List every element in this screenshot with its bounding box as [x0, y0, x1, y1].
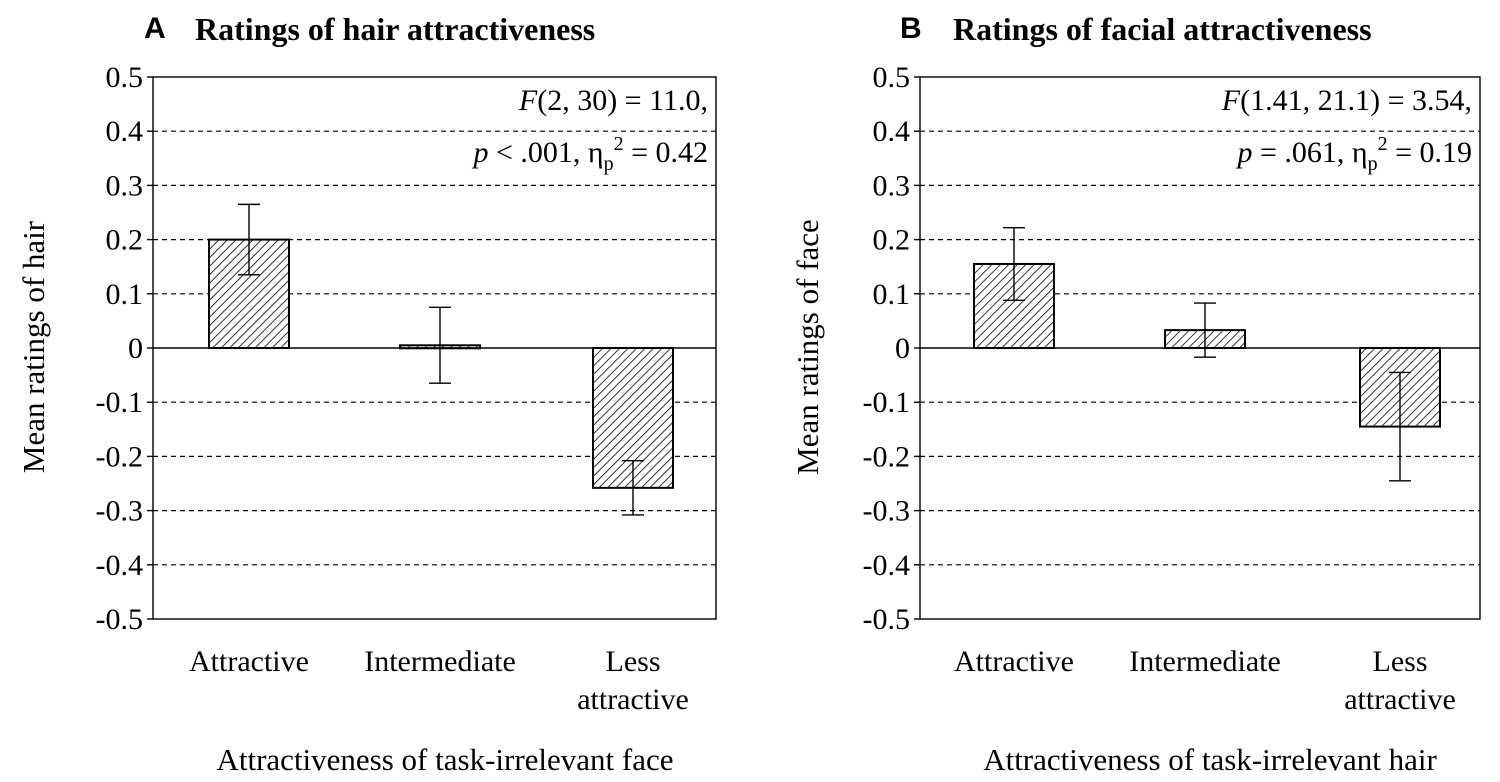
stat-annotation-line1: F(1.41, 21.1) = 3.54, — [1221, 84, 1472, 117]
panel-b: B Ratings of facial attractiveness Mean … — [790, 11, 1481, 777]
stat-p-symbol: p — [1235, 136, 1252, 169]
x-category-label: Intermediate — [1129, 645, 1281, 678]
y-tick-label: -0.4 — [96, 549, 144, 582]
plot-area: 0.5 0.4 0.3 0.2 0.1 0 -0.1 -0.2 -0.3 -0.4 -0.5 Attr… — [863, 61, 1481, 716]
panel-label: B — [900, 12, 922, 45]
stat-eta-value: = 0.19 — [1388, 136, 1472, 169]
chart-title: Ratings of hair attractiveness — [195, 11, 595, 47]
x-category-label: Less — [606, 645, 661, 678]
y-tick-label: 0.3 — [873, 169, 911, 202]
y-tick-label: -0.5 — [863, 603, 911, 636]
x-axis-title: Attractiveness of task-irrelevant hair — [983, 742, 1437, 777]
x-category-label: Less — [1373, 645, 1428, 678]
y-tick-label: 0.5 — [873, 61, 911, 94]
y-axis-title: Mean ratings of face — [790, 219, 825, 475]
y-tick-label: -0.4 — [863, 549, 911, 582]
stat-eta-subscript: p — [1368, 153, 1378, 175]
x-category-label: Intermediate — [364, 645, 516, 678]
y-tick-label: -0.2 — [96, 440, 144, 473]
y-tick-label: -0.1 — [96, 386, 144, 419]
x-category-label: Attractive — [954, 645, 1074, 678]
stat-eta-subscript: p — [604, 153, 614, 175]
stat-f-symbol: F — [518, 84, 538, 117]
stat-eta-superscript: 2 — [614, 133, 624, 155]
chart-title: Ratings of facial attractiveness — [953, 11, 1372, 47]
y-tick-label: -0.3 — [96, 495, 144, 528]
stat-p-value: < .001, η — [488, 136, 603, 169]
y-tick-label: -0.3 — [863, 495, 911, 528]
x-category-label: attractive — [1344, 683, 1456, 716]
y-tick-label: -0.2 — [863, 440, 911, 473]
y-tick-label: 0.3 — [106, 169, 144, 202]
stat-p-value: = .061, η — [1252, 136, 1367, 169]
y-tick-label: -0.5 — [96, 603, 144, 636]
stat-f-value: (1.41, 21.1) = 3.54, — [1240, 84, 1472, 117]
y-axis-title: Mean ratings of hair — [16, 220, 51, 473]
y-tick-label: 0.1 — [106, 278, 144, 311]
stat-p-symbol: p — [471, 136, 488, 169]
panel-a: A Ratings of hair attractiveness Mean ra… — [16, 11, 717, 777]
stat-eta-value: = 0.42 — [624, 136, 708, 169]
y-tick-label: 0.5 — [106, 61, 144, 94]
y-tick-label: 0.2 — [873, 224, 911, 257]
stat-f-symbol: F — [1221, 84, 1241, 117]
stat-annotation-line1: F(2, 30) = 11.0, — [518, 84, 708, 117]
plot-area: 0.5 0.4 0.3 0.2 0.1 0 -0.1 -0.2 -0.3 -0.4 -0.5 Attr… — [96, 61, 717, 716]
x-category-label: Attractive — [189, 645, 309, 678]
panel-label: A — [144, 12, 166, 45]
y-tick-label: 0 — [895, 332, 910, 365]
x-axis-title: Attractiveness of task-irrelevant face — [216, 742, 673, 777]
x-category-label: attractive — [577, 683, 689, 716]
y-tick-label: 0 — [128, 332, 143, 365]
y-tick-label: 0.2 — [106, 224, 144, 257]
stat-eta-superscript: 2 — [1378, 133, 1388, 155]
y-tick-label: -0.1 — [863, 386, 911, 419]
y-tick-label: 0.4 — [106, 115, 144, 148]
stat-annotation-line2: p < .001, ηp2 = 0.42 — [471, 133, 708, 175]
y-tick-label: 0.4 — [873, 115, 911, 148]
stat-annotation-line2: p = .061, ηp2 = 0.19 — [1235, 133, 1472, 175]
stat-f-value: (2, 30) = 11.0, — [537, 84, 708, 117]
y-tick-label: 0.1 — [873, 278, 911, 311]
